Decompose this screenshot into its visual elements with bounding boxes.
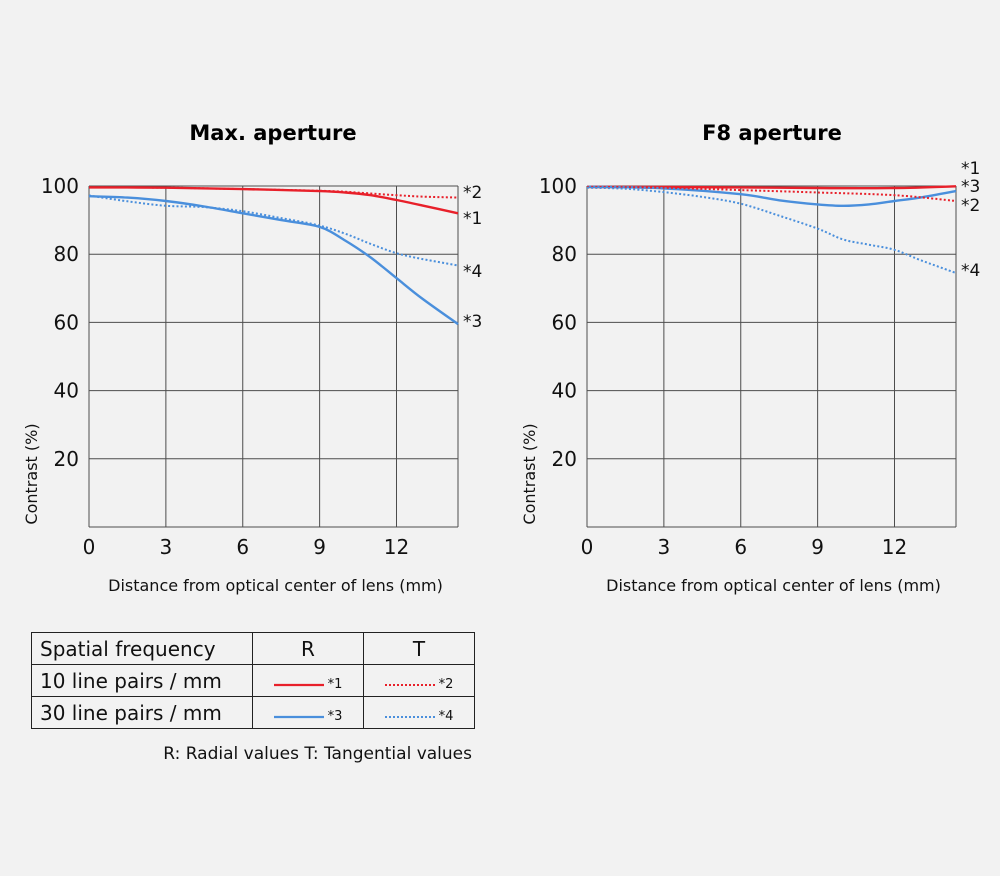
x-tick-label: 9 — [811, 535, 824, 559]
x-axis-label: Distance from optical center of lens (mm… — [108, 576, 443, 595]
legend-swatch-t4 — [384, 715, 435, 718]
series-label-4: *4 — [961, 261, 980, 281]
series-line-3 — [88, 195, 459, 326]
series-label-3: *3 — [961, 177, 980, 197]
series-line-4 — [586, 186, 957, 274]
series-line-2 — [586, 185, 957, 202]
chart-title: Max. aperture — [189, 121, 356, 145]
chart-panel-1: Max. aperture 20 40 60 80 100 0 3 6 9 12 Distance f… — [22, 121, 482, 595]
x-tick-label: 3 — [160, 535, 173, 559]
legend-row-label: 10 line pairs / mm — [31, 664, 253, 697]
x-tick-label: 12 — [882, 535, 907, 559]
x-tick-label: 6 — [236, 535, 249, 559]
y-tick-label: 100 — [41, 174, 79, 198]
y-tick-label: 60 — [552, 310, 577, 334]
series-label-1: *1 — [961, 159, 980, 179]
x-tick-label: 6 — [734, 535, 747, 559]
series-line-1 — [88, 186, 459, 215]
series-label-2: *2 — [961, 196, 980, 216]
x-tick-label: 12 — [384, 535, 409, 559]
legend-header-row: Spatial frequency R T — [31, 632, 475, 665]
y-tick-label: 80 — [54, 242, 79, 266]
legend-row-30lp: 30 line pairs / mm *3 *4 — [31, 696, 475, 729]
x-tick-label: 3 — [658, 535, 671, 559]
legend-header-frequency: Spatial frequency — [31, 632, 253, 665]
legend-row-label: 30 line pairs / mm — [31, 696, 253, 729]
legend-swatch-r3 — [273, 715, 324, 718]
y-tick-label: 40 — [552, 379, 577, 403]
series-line-2 — [88, 186, 459, 199]
legend-ref: *4 — [438, 709, 454, 724]
series-label-3: *3 — [463, 312, 482, 332]
legend-header-tangential: T — [363, 632, 475, 665]
legend-swatch-r1 — [273, 683, 324, 686]
chart-title: F8 aperture — [702, 121, 842, 145]
y-tick-label: 100 — [539, 174, 577, 198]
series-line-4 — [88, 194, 459, 267]
y-tick-label: 80 — [552, 242, 577, 266]
y-tick-label: 20 — [552, 447, 577, 471]
legend-swatch-t2 — [384, 683, 435, 686]
legend-ref: *1 — [327, 677, 343, 692]
legend-footnote: R: Radial values T: Tangential values — [163, 744, 472, 764]
x-tick-label: 9 — [313, 535, 326, 559]
legend-ref: *3 — [327, 709, 343, 724]
y-axis-label: Contrast (%) — [22, 423, 41, 524]
y-axis-label: Contrast (%) — [520, 423, 539, 524]
series-label-2: *2 — [463, 183, 482, 203]
y-tick-label: 60 — [54, 310, 79, 334]
series-label-1: *1 — [463, 209, 482, 229]
y-tick-label: 20 — [54, 447, 79, 471]
chart-panel-2: F8 aperture 20 40 60 80 100 0 3 6 9 12 Distance fro… — [520, 121, 980, 595]
series-line-3 — [586, 185, 957, 208]
legend-row-10lp: 10 line pairs / mm *1 *2 — [31, 664, 475, 697]
legend-table: Spatial frequency R T 10 line pairs / mm… — [31, 632, 475, 729]
x-tick-label: 0 — [83, 535, 96, 559]
series-label-4: *4 — [463, 262, 482, 282]
legend-ref: *2 — [438, 677, 454, 692]
x-tick-label: 0 — [581, 535, 594, 559]
legend-header-radial: R — [252, 632, 364, 665]
y-tick-label: 40 — [54, 379, 79, 403]
x-axis-label: Distance from optical center of lens (mm… — [606, 576, 941, 595]
